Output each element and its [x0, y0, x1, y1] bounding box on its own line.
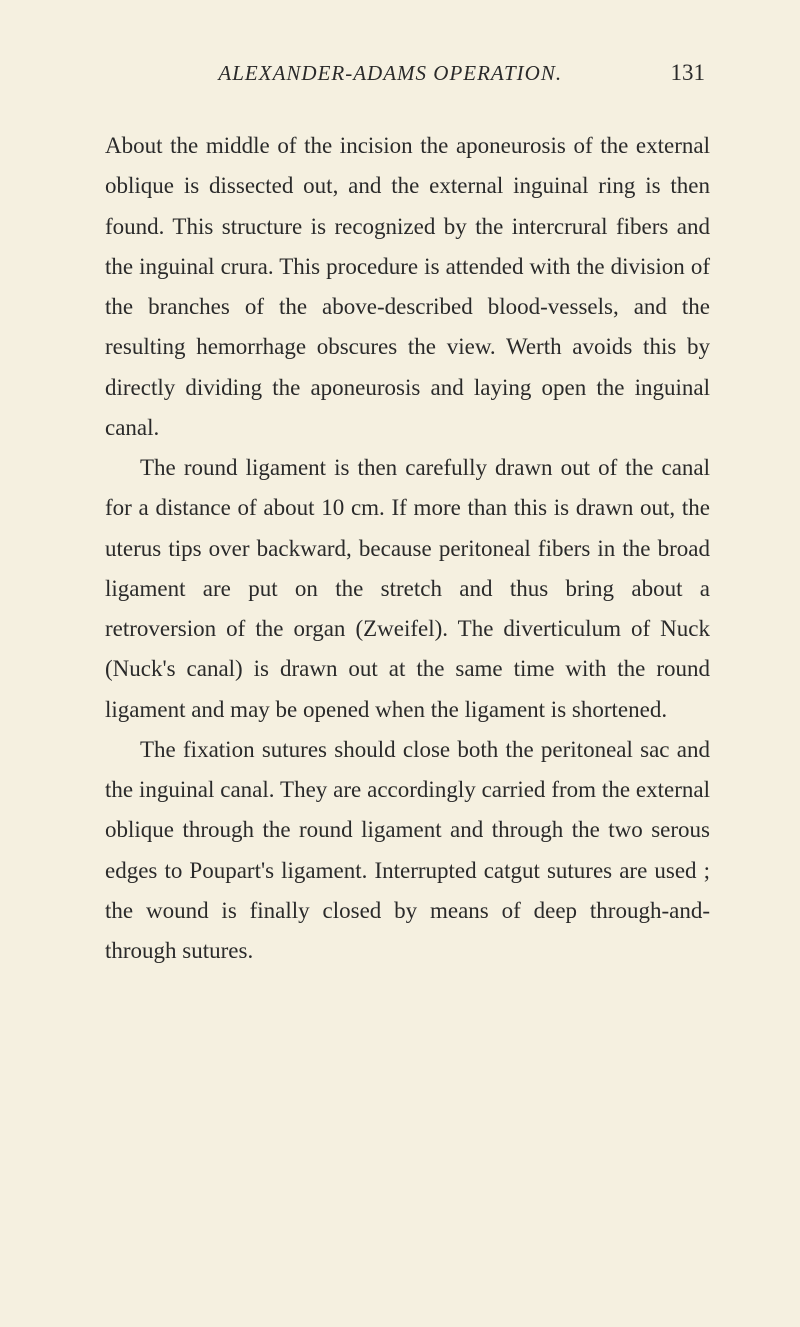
paragraph-3: The fixation sutures should close both t… — [105, 730, 710, 972]
page-number: 131 — [671, 60, 706, 86]
page-content: About the middle of the incision the apo… — [95, 126, 720, 971]
paragraph-1: About the middle of the incision the apo… — [105, 126, 710, 448]
paragraph-2: The round ligament is then carefully dra… — [105, 448, 710, 730]
page-header: ALEXANDER-ADAMS OPERATION. 131 — [95, 60, 720, 86]
running-title: ALEXANDER-ADAMS OPERATION. — [110, 61, 671, 86]
